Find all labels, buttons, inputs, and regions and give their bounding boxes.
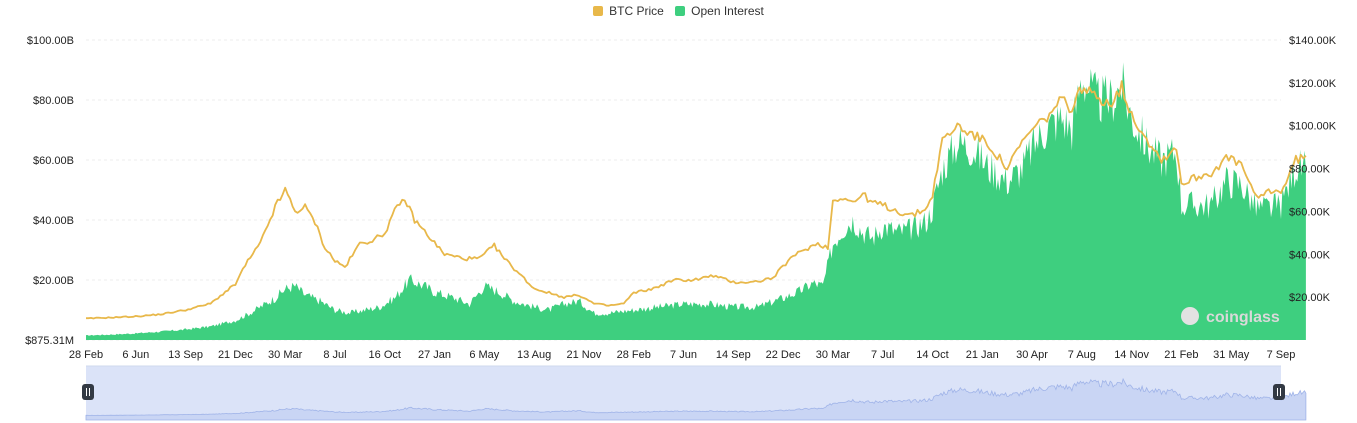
navigator-left-handle[interactable] xyxy=(82,384,94,400)
right-tick-label: $80.00K xyxy=(1289,164,1331,176)
x-tick-label: 30 Mar xyxy=(268,349,303,361)
x-tick-label: 21 Nov xyxy=(566,349,601,361)
x-tick-label: 13 Sep xyxy=(168,349,203,361)
navigator-right-handle[interactable] xyxy=(1273,384,1285,400)
right-tick-label: $20.00K xyxy=(1289,292,1331,304)
legend-item-btc-price[interactable]: BTC Price xyxy=(593,4,664,18)
x-tick-label: 22 Dec xyxy=(766,349,801,361)
x-tick-label: 14 Sep xyxy=(716,349,751,361)
x-tick-label: 21 Feb xyxy=(1164,349,1198,361)
left-tick-label: $80.00B xyxy=(33,95,74,107)
watermark-logo: coinglass xyxy=(1181,307,1280,326)
open-interest-swatch xyxy=(675,6,686,16)
x-tick-label: 30 Mar xyxy=(816,349,851,361)
coinglass-logo-icon xyxy=(1181,307,1199,325)
right-tick-label: $120.00K xyxy=(1289,78,1337,90)
x-tick-label: 28 Feb xyxy=(69,349,103,361)
open-interest-series xyxy=(86,62,1306,341)
handle-grip xyxy=(82,384,94,400)
x-tick-label: 27 Jan xyxy=(418,349,451,361)
navigator-series-area xyxy=(85,377,1307,421)
x-tick-label: 31 May xyxy=(1213,349,1250,361)
btc-price-series xyxy=(86,80,1307,320)
x-tick-label: 13 Aug xyxy=(517,349,551,361)
x-tick-label: 6 May xyxy=(469,349,499,361)
x-tick-label: 28 Feb xyxy=(617,349,651,361)
left-tick-label: $20.00B xyxy=(33,275,74,287)
x-tick-label: 14 Oct xyxy=(916,349,948,361)
x-axis: 28 Feb 6 Jun 13 Sep 21 Dec 30 Mar 8 Jul 16 Oct… xyxy=(69,349,1296,361)
x-tick-label: 7 Aug xyxy=(1068,349,1096,361)
x-tick-label: 21 Jan xyxy=(966,349,999,361)
range-navigator[interactable] xyxy=(82,365,1307,421)
open-interest-area xyxy=(86,62,1306,341)
left-tick-label: $60.00B xyxy=(33,155,74,167)
btc-price-swatch xyxy=(593,6,604,16)
x-tick-label: 6 Jun xyxy=(122,349,149,361)
x-tick-label: 16 Oct xyxy=(369,349,401,361)
watermark-text: coinglass xyxy=(1206,309,1280,326)
x-tick-label: 21 Dec xyxy=(218,349,253,361)
left-y-axis: $875.31M $20.00B $40.00B $60.00B $80.00B $100… xyxy=(25,35,74,347)
x-tick-label: 7 Sep xyxy=(1267,349,1296,361)
x-tick-label: 7 Jun xyxy=(670,349,697,361)
right-tick-label: $40.00K xyxy=(1289,249,1331,261)
chart-legend: BTC Price Open Interest xyxy=(0,4,1357,19)
handle-grip xyxy=(1273,384,1285,400)
x-tick-label: 7 Jul xyxy=(871,349,894,361)
right-tick-label: $140.00K xyxy=(1289,35,1337,47)
left-tick-label: $40.00B xyxy=(33,215,74,227)
right-tick-label: $100.00K xyxy=(1289,121,1337,133)
legend-item-open-interest[interactable]: Open Interest xyxy=(675,4,764,18)
left-tick-label: $100.00B xyxy=(27,35,74,47)
btc-price-line xyxy=(86,80,1307,320)
x-tick-label: 14 Nov xyxy=(1114,349,1149,361)
right-y-axis: $20.00K $40.00K $60.00K $80.00K $100.00K $120… xyxy=(1289,35,1337,304)
left-tick-label: $875.31M xyxy=(25,335,74,347)
legend-btc-label: BTC Price xyxy=(609,4,664,18)
legend-oi-label: Open Interest xyxy=(691,4,764,18)
right-tick-label: $60.00K xyxy=(1289,206,1331,218)
x-tick-label: 8 Jul xyxy=(323,349,346,361)
x-tick-label: 30 Apr xyxy=(1016,349,1048,361)
